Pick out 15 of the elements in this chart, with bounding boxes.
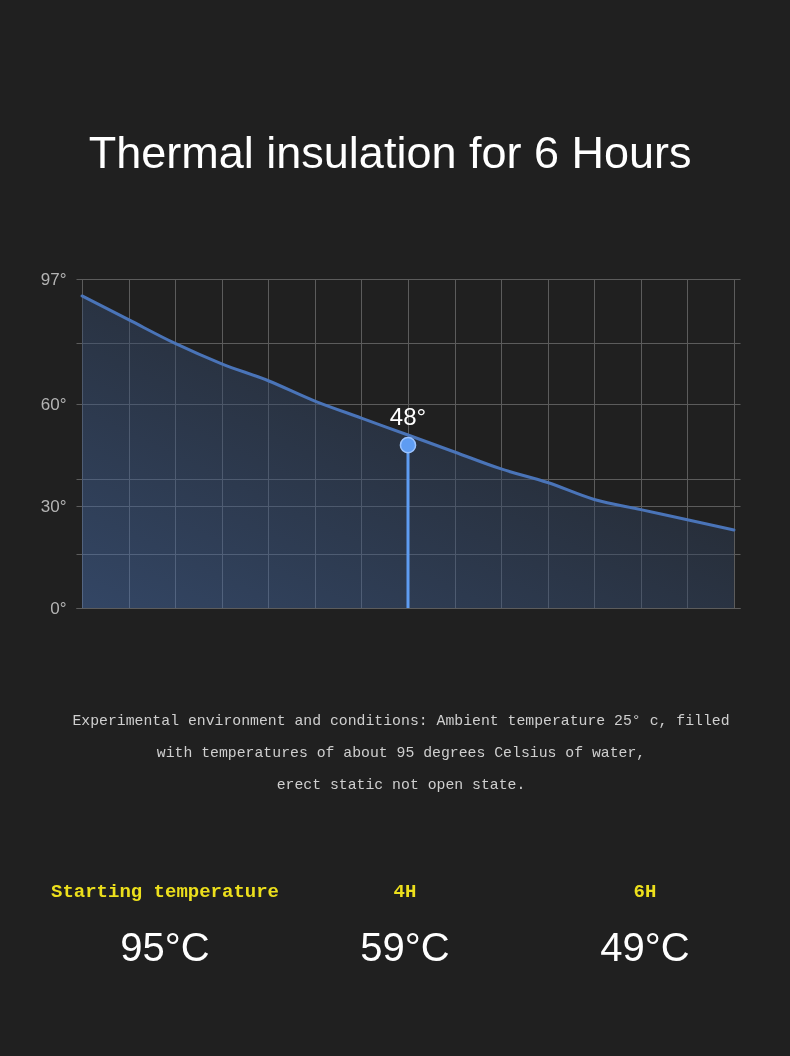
chart-title: Thermal insulation for 6 Hours <box>88 127 692 178</box>
y-tick-label: 97° <box>40 269 67 289</box>
data-label: 48° <box>389 403 427 431</box>
text: 49°C <box>600 925 690 969</box>
category-label: 6H <box>633 881 657 903</box>
y-tick-label: 0° <box>50 598 67 618</box>
y-tick-label: 60° <box>40 394 67 414</box>
text: erect static not open state. <box>276 777 526 793</box>
y-tick-label: 30° <box>40 496 67 516</box>
category-label: 4H <box>393 881 417 903</box>
text: with temperatures of about 95 degrees Celsius of water, <box>156 745 646 761</box>
text: Experimental environment and conditions: Ambient temperature 25° c, filled <box>72 713 730 729</box>
text: 95°C <box>120 925 210 969</box>
category-label: Starting temperature <box>50 881 280 903</box>
text: 59°C <box>360 925 450 969</box>
